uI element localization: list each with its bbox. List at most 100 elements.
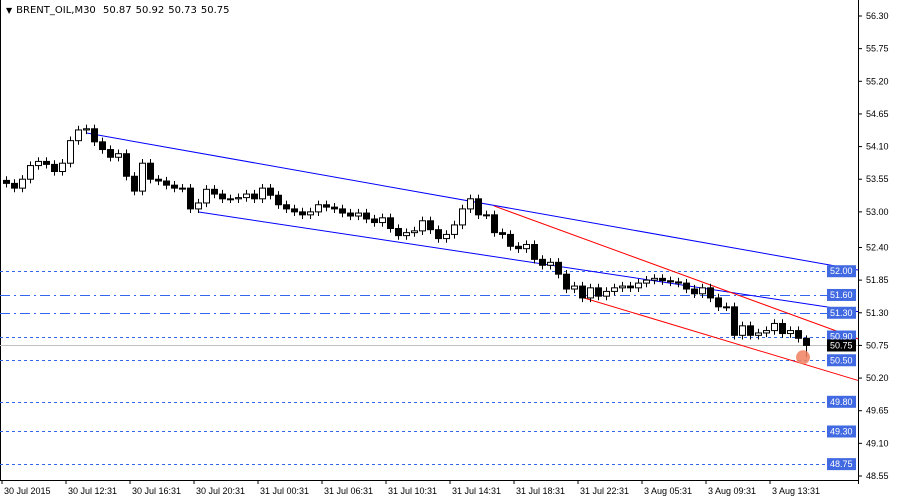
candle-body: [27, 165, 34, 180]
trendline: [197, 211, 859, 313]
level-label: 52.00: [830, 266, 853, 276]
candle-body: [219, 193, 226, 200]
candle-body: [571, 285, 578, 290]
candle-body: [563, 273, 570, 290]
candle-body: [707, 287, 714, 299]
candle-body: [155, 178, 162, 182]
candle-body: [43, 160, 50, 165]
chart-header: ▼ BRENT_OIL,M30 50.87 50.92 50.73 50.75: [6, 5, 234, 16]
time-tick-label: 3 Aug 13:31: [772, 486, 820, 496]
candle-body: [691, 288, 698, 295]
candle-body: [291, 208, 298, 213]
candle-body: [499, 232, 506, 235]
candle-body: [19, 178, 26, 189]
price-marker: [796, 350, 810, 365]
level-label-box: [827, 458, 856, 471]
candle-body: [763, 330, 770, 334]
symbol-label: BRENT_OIL,M30: [16, 5, 96, 16]
candle-body: [211, 188, 218, 195]
candle-body: [411, 230, 418, 234]
candle-body: [787, 330, 794, 335]
candle-body: [67, 140, 74, 164]
candle-body: [259, 187, 266, 200]
candle-body: [299, 211, 306, 216]
candle-body: [619, 285, 626, 289]
price-tick-label: 55.75: [866, 44, 889, 54]
time-tick-label: 3 Aug 09:31: [708, 486, 756, 496]
time-tick-label: 3 Aug 05:31: [644, 486, 692, 496]
time-tick-label: 31 Jul 00:31: [260, 486, 309, 496]
candle-body: [347, 212, 354, 217]
price-tick-label: 56.30: [866, 11, 889, 21]
candle-body: [475, 198, 482, 216]
price-tick-label: 48.55: [866, 471, 889, 481]
level-label-box: [827, 265, 856, 278]
candle-body: [395, 227, 402, 237]
candle-body: [507, 233, 514, 247]
candle-body: [275, 194, 282, 206]
candle-body: [323, 204, 330, 208]
price-tick-label: 49.65: [866, 406, 889, 416]
candle-body: [355, 212, 362, 217]
level-label: 50.50: [830, 355, 853, 365]
time-tick-label: 30 Jul 16:31: [132, 486, 181, 496]
triangle-down-icon[interactable]: ▼: [6, 6, 13, 15]
candle-body: [467, 198, 474, 210]
trendline: [581, 296, 859, 381]
price-tick-label: 54.65: [866, 109, 889, 119]
time-tick-label: 31 Jul 06:31: [324, 486, 373, 496]
price-tick-label: 50.20: [866, 373, 889, 383]
candle-body: [387, 217, 394, 229]
candle-body: [779, 322, 786, 335]
candle-body: [179, 187, 186, 190]
level-label: 51.30: [830, 308, 853, 318]
price-tick-label: 54.10: [866, 142, 889, 152]
candle-body: [603, 290, 610, 297]
candle-body: [539, 258, 546, 266]
candle-body: [547, 261, 554, 266]
candle-body: [315, 204, 322, 213]
candle-body: [435, 229, 442, 240]
candle-body: [611, 287, 618, 292]
candle-body: [555, 261, 562, 275]
candle-body: [803, 337, 810, 346]
candle-body: [243, 193, 250, 199]
candle-body: [747, 325, 754, 336]
candle-body: [307, 211, 314, 216]
candle-body: [371, 218, 378, 224]
candle-body: [723, 306, 730, 309]
candle-body: [483, 214, 490, 217]
time-tick-label: 30 Jul 2015: [4, 486, 51, 496]
candle-body: [339, 208, 346, 214]
price-tick-label: 53.55: [866, 174, 889, 184]
candle-body: [83, 128, 90, 131]
level-label-box: [827, 425, 856, 438]
level-label: 51.60: [830, 290, 853, 300]
candle-body: [59, 162, 66, 173]
candle-body: [267, 187, 274, 196]
candle-body: [651, 277, 658, 281]
time-tick-label: 31 Jul 14:31: [452, 486, 501, 496]
candle-body: [515, 245, 522, 250]
current-price-box: [827, 339, 856, 352]
price-tick-label: 50.75: [866, 340, 889, 350]
candle-body: [659, 277, 666, 282]
candle-body: [75, 129, 82, 142]
candle-body: [235, 197, 242, 200]
candle-body: [195, 202, 202, 210]
candle-body: [403, 232, 410, 237]
candle-body: [147, 162, 154, 180]
candle-body: [163, 180, 170, 186]
time-tick-label: 31 Jul 22:31: [580, 486, 629, 496]
level-label-box: [827, 288, 856, 301]
candle-body: [739, 325, 746, 336]
candle-body: [755, 332, 762, 336]
candle-body: [227, 198, 234, 201]
candle-body: [675, 281, 682, 284]
high-value: 50.92: [135, 5, 165, 16]
candle-body: [459, 208, 466, 226]
level-label: 49.80: [830, 397, 853, 407]
candle-body: [443, 233, 450, 240]
price-tick-label: 52.40: [866, 242, 889, 252]
